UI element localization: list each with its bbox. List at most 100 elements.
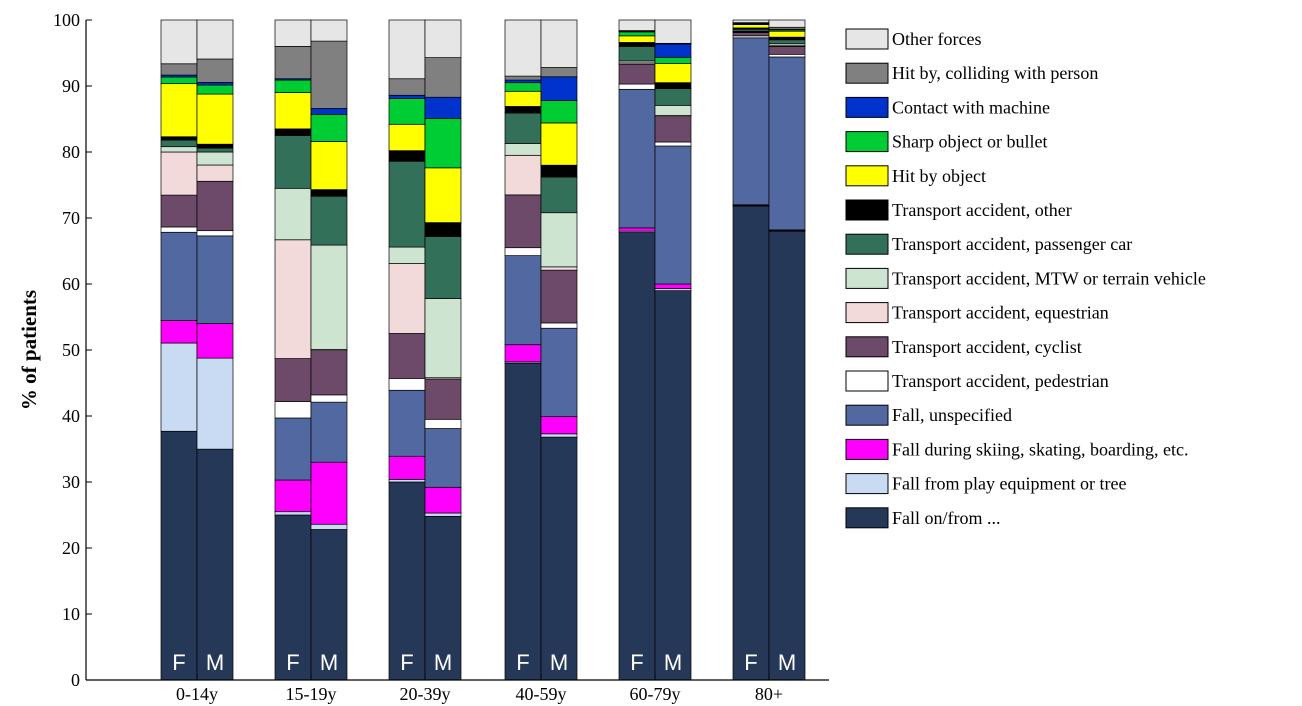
bar-segment bbox=[654, 290, 692, 681]
bar-segment bbox=[540, 436, 578, 681]
bar-segment bbox=[160, 342, 198, 432]
bar-segment bbox=[768, 53, 806, 58]
legend-label: Transport accident, pedestrian bbox=[892, 371, 1109, 391]
bar-segment bbox=[504, 255, 542, 346]
bar-segment bbox=[504, 19, 542, 77]
bar-segment bbox=[160, 146, 198, 153]
bar-segment bbox=[540, 164, 578, 178]
bar-segment bbox=[618, 88, 656, 229]
legend-label: Transport accident, MTW or terrain vehic… bbox=[892, 268, 1206, 288]
bar-segment bbox=[540, 269, 578, 324]
legend-label: Fall from play equipment or tree bbox=[892, 474, 1126, 494]
legend-swatch bbox=[845, 267, 889, 289]
bar-segment bbox=[196, 93, 234, 145]
bar-segment bbox=[274, 187, 312, 241]
bar-segment bbox=[196, 82, 234, 86]
bar-segment bbox=[424, 486, 462, 514]
legend-swatch bbox=[845, 96, 889, 118]
bar-segment bbox=[160, 151, 198, 196]
bar-segment bbox=[196, 235, 234, 325]
bar-segment bbox=[424, 236, 462, 299]
bar-segment bbox=[310, 195, 348, 246]
legend-swatch bbox=[845, 165, 889, 187]
y-tick-label: 100 bbox=[53, 10, 80, 30]
bar-segment bbox=[196, 357, 234, 450]
bar-segment bbox=[388, 150, 426, 162]
bar-sex-label: F bbox=[744, 650, 757, 675]
bar-segment bbox=[196, 448, 234, 681]
bar-segment bbox=[274, 46, 312, 80]
bar-segment bbox=[540, 67, 578, 78]
bar-segment bbox=[504, 143, 542, 156]
bar-segment bbox=[540, 19, 578, 68]
bar-segment bbox=[160, 139, 198, 148]
bar-segment bbox=[274, 135, 312, 189]
x-tick-label: 80+ bbox=[755, 684, 783, 704]
legend-swatch bbox=[845, 473, 889, 495]
bar-segment bbox=[160, 136, 198, 141]
bar-segment bbox=[540, 100, 578, 124]
x-tick-label: 20-39y bbox=[400, 684, 451, 704]
legend-label: Hit by object bbox=[892, 166, 986, 186]
bar-segment bbox=[196, 58, 234, 83]
legend-label: Hit by, colliding with person bbox=[892, 63, 1098, 83]
bar-segment bbox=[424, 19, 462, 58]
bar-segment bbox=[732, 32, 770, 37]
legend-label: Transport accident, equestrian bbox=[892, 303, 1109, 323]
bar-segment bbox=[618, 35, 656, 43]
legend-label: Transport accident, cyclist bbox=[892, 337, 1082, 357]
bar-segment bbox=[768, 19, 806, 28]
bar-segment bbox=[654, 104, 692, 116]
bar-segment bbox=[388, 389, 426, 457]
bar-sex-label: F bbox=[400, 650, 413, 675]
bar-sex-label: F bbox=[286, 650, 299, 675]
legend-label: Sharp object or bullet bbox=[892, 132, 1047, 152]
bar-segment bbox=[160, 231, 198, 321]
bar-segment bbox=[654, 116, 692, 143]
bar-segment bbox=[618, 63, 656, 85]
x-tick-label: 60-79y bbox=[630, 684, 681, 704]
bar-segment bbox=[424, 512, 462, 517]
bar-segment bbox=[388, 19, 426, 80]
bar-segment bbox=[540, 433, 578, 438]
bar-segment bbox=[196, 164, 234, 182]
bar-segment bbox=[540, 176, 578, 214]
y-tick-label: 50 bbox=[62, 340, 80, 360]
bar-segment bbox=[196, 143, 234, 149]
bar-segment bbox=[388, 98, 426, 125]
bar-sex-label: M bbox=[550, 650, 568, 675]
bar-segment bbox=[388, 94, 426, 99]
bar-segment bbox=[388, 78, 426, 96]
bar-segment bbox=[310, 401, 348, 463]
bar-segment bbox=[310, 114, 348, 142]
bar-segment bbox=[540, 76, 578, 101]
bar-segment bbox=[424, 222, 462, 237]
legend-swatch bbox=[845, 199, 889, 221]
bar-segment bbox=[310, 141, 348, 190]
legend-swatch bbox=[845, 62, 889, 84]
bar-segment bbox=[654, 145, 692, 285]
y-tick-label: 0 bbox=[71, 670, 80, 690]
bar-segment bbox=[388, 455, 426, 480]
bar-segment bbox=[310, 529, 348, 681]
legend-label: Other forces bbox=[892, 29, 981, 49]
legend-swatch bbox=[845, 302, 889, 324]
bar-segment bbox=[160, 83, 198, 138]
y-tick-label: 10 bbox=[62, 604, 80, 624]
bar-segment bbox=[504, 82, 542, 92]
legend-swatch bbox=[845, 370, 889, 392]
bar-segment bbox=[504, 154, 542, 196]
bar-segment bbox=[768, 36, 806, 41]
bar-segment bbox=[540, 322, 578, 329]
bar-segment bbox=[310, 19, 348, 42]
bar-sex-label: M bbox=[206, 650, 224, 675]
y-tick-label: 60 bbox=[62, 274, 80, 294]
bar-segment bbox=[196, 323, 234, 359]
legend-swatch bbox=[845, 336, 889, 358]
legend-label: Transport accident, passenger car bbox=[892, 234, 1132, 254]
bar-segment bbox=[274, 417, 312, 481]
bar-segment bbox=[424, 378, 462, 420]
bar-segment bbox=[196, 151, 234, 166]
bar-segment bbox=[654, 141, 692, 147]
